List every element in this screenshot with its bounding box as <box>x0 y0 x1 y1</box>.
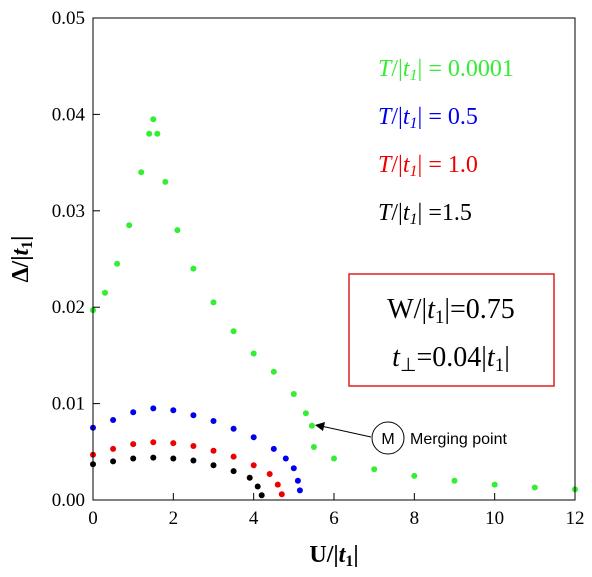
series-0-point-14 <box>270 368 277 375</box>
series-0-point-9 <box>174 227 181 234</box>
x-tick-label-3: 6 <box>329 508 339 529</box>
series-0-point-6 <box>150 116 157 123</box>
parameter-line-t: t⊥=0.04|t1| <box>392 342 510 376</box>
series-0-point-1 <box>102 289 108 296</box>
x-tick-label-2: 4 <box>249 508 259 529</box>
series-2-point-9 <box>266 471 273 477</box>
series-1-point-5 <box>190 412 197 419</box>
series-3-point-4 <box>170 455 177 462</box>
series-0-point-17 <box>308 422 315 429</box>
x-tick-label-5: 10 <box>485 508 504 529</box>
series-2-point-11 <box>278 491 285 498</box>
x-axis-label: U/|t1| <box>309 542 358 570</box>
series-1-point-2 <box>130 409 137 416</box>
series-1-point-4 <box>170 407 177 414</box>
series-0-point-2 <box>114 260 121 267</box>
parameter-box-frame <box>348 273 555 387</box>
series-1-point-8 <box>250 434 257 441</box>
y-axis-label: Δ/|t1| <box>8 236 36 283</box>
series-0 <box>90 116 578 493</box>
parameter-box: W/|t1|=0.75 t⊥=0.04|t1| <box>348 273 555 387</box>
series-3-point-2 <box>130 455 137 462</box>
legend-entry-3: T/|t1| =1.5 <box>378 200 472 228</box>
series-3-point-7 <box>230 468 237 475</box>
series-2-point-5 <box>190 443 197 449</box>
series-0-point-7 <box>154 130 161 137</box>
series-2-point-1 <box>110 445 117 452</box>
series-3-point-6 <box>210 462 217 469</box>
series-0-point-18 <box>310 444 317 450</box>
series-0-point-3 <box>126 222 133 229</box>
series-1-point-6 <box>210 418 217 424</box>
series-2-point-10 <box>274 481 281 488</box>
y-tick-label-2: 0.02 <box>52 297 85 318</box>
series-0-point-22 <box>451 477 458 484</box>
series-1-point-1 <box>110 417 117 423</box>
x-tick-label-0: 0 <box>88 508 98 529</box>
plot-points <box>90 116 578 499</box>
series-2-point-4 <box>170 440 177 447</box>
series-2-point-2 <box>130 441 137 448</box>
series-1-point-10 <box>282 455 289 462</box>
series-3-point-5 <box>190 457 197 464</box>
plot-frame <box>92 17 576 501</box>
series-1 <box>90 405 303 494</box>
merging-point-arrow <box>320 425 372 438</box>
series-0-point-5 <box>146 130 153 137</box>
series-1-point-11 <box>290 465 297 472</box>
y-tick-label-1: 0.01 <box>52 394 85 415</box>
x-tick-label-6: 12 <box>566 508 585 529</box>
series-0-point-21 <box>411 472 418 479</box>
legend-entry-0: T/|t1| = 0.0001 <box>378 56 514 84</box>
x-tick-label-1: 2 <box>169 508 179 529</box>
series-3-point-3 <box>150 454 157 461</box>
legend: T/|t1| = 0.0001 T/|t1| = 0.5 T/|t1| = 1.… <box>378 56 514 228</box>
series-0-point-12 <box>230 328 237 335</box>
series-3-point-9 <box>254 483 261 490</box>
series-0-point-10 <box>190 265 197 272</box>
merging-point-circle <box>371 421 405 455</box>
series-0-point-24 <box>531 484 538 491</box>
y-tick-label-4: 0.04 <box>52 104 86 125</box>
series-2-point-3 <box>150 439 157 446</box>
series-3 <box>90 454 265 499</box>
series-2-point-7 <box>230 453 237 460</box>
arrow-head-icon <box>315 422 325 431</box>
series-1-point-3 <box>150 405 157 412</box>
series-1-point-13 <box>296 487 303 494</box>
series-0-point-11 <box>210 299 217 306</box>
y-tick-label-3: 0.03 <box>52 201 85 222</box>
series-2-point-6 <box>210 447 217 454</box>
series-1-point-7 <box>230 425 237 432</box>
legend-entry-1: T/|t1| = 0.5 <box>378 104 478 132</box>
series-3-point-1 <box>110 458 117 465</box>
series-0-point-23 <box>491 481 498 488</box>
series-2 <box>90 439 285 498</box>
y-tick-label-5: 0.05 <box>52 8 85 29</box>
series-3-point-8 <box>246 474 253 481</box>
merging-point-annotation: M Merging point <box>315 421 508 455</box>
series-0-point-19 <box>331 455 337 462</box>
legend-entry-2: T/|t1| = 1.0 <box>378 152 478 180</box>
parameter-line-w: W/|t1|=0.75 <box>387 294 515 328</box>
merging-point-marker: M <box>381 431 394 448</box>
series-0-point-20 <box>371 466 378 473</box>
series-3-point-10 <box>258 492 265 499</box>
y-tick-label-0: 0.00 <box>52 490 85 511</box>
series-0-point-15 <box>290 391 297 397</box>
series-0-point-4 <box>138 169 145 176</box>
series-0-point-16 <box>302 410 309 417</box>
x-tick-label-4: 8 <box>410 508 420 529</box>
series-0-point-13 <box>250 350 257 357</box>
axis-ticks: 0 2 4 6 8 10 12 0.00 0.01 0.02 0.03 0.04 0.05 <box>52 8 585 529</box>
series-1-point-12 <box>294 477 301 484</box>
series-1-point-9 <box>270 445 277 452</box>
series-0-point-8 <box>162 178 169 185</box>
series-2-point-8 <box>250 462 257 469</box>
merging-point-label: Merging point <box>410 431 508 448</box>
